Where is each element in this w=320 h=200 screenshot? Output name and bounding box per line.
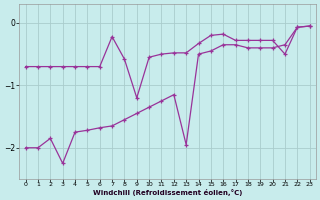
X-axis label: Windchill (Refroidissement éolien,°C): Windchill (Refroidissement éolien,°C) (93, 189, 242, 196)
